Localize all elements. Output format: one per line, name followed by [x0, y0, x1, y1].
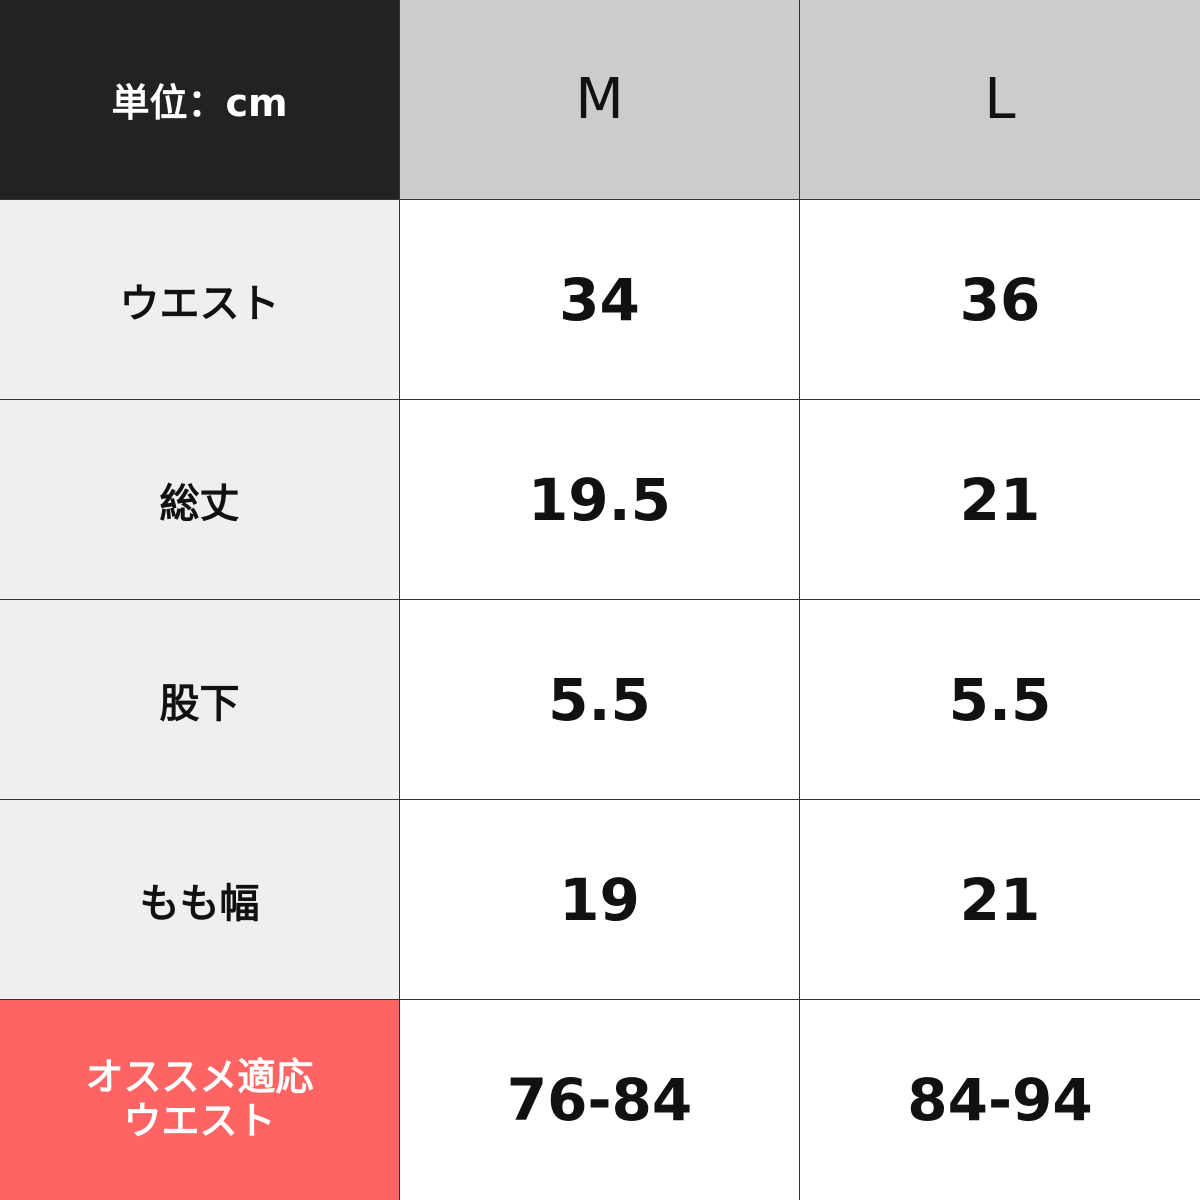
value-thigh-m: 19: [400, 800, 800, 1000]
value-inseam-m: 5.5: [400, 600, 800, 800]
row-label-inseam: 股下: [0, 600, 400, 800]
row-label-length: 総丈: [0, 400, 400, 600]
value-recommended-l: 84-94: [800, 1000, 1200, 1200]
row-label-recommended-waist: オススメ適応 ウエスト: [0, 1000, 400, 1200]
size-header-m: M: [400, 0, 800, 200]
row-label-waist: ウエスト: [0, 200, 400, 400]
row-label-thigh: もも幅: [0, 800, 400, 1000]
value-inseam-l: 5.5: [800, 600, 1200, 800]
value-thigh-l: 21: [800, 800, 1200, 1000]
value-length-l: 21: [800, 400, 1200, 600]
value-waist-l: 36: [800, 200, 1200, 400]
unit-header: 単位：cm: [0, 0, 400, 200]
size-header-l: L: [800, 0, 1200, 200]
value-length-m: 19.5: [400, 400, 800, 600]
value-waist-m: 34: [400, 200, 800, 400]
value-recommended-m: 76-84: [400, 1000, 800, 1200]
